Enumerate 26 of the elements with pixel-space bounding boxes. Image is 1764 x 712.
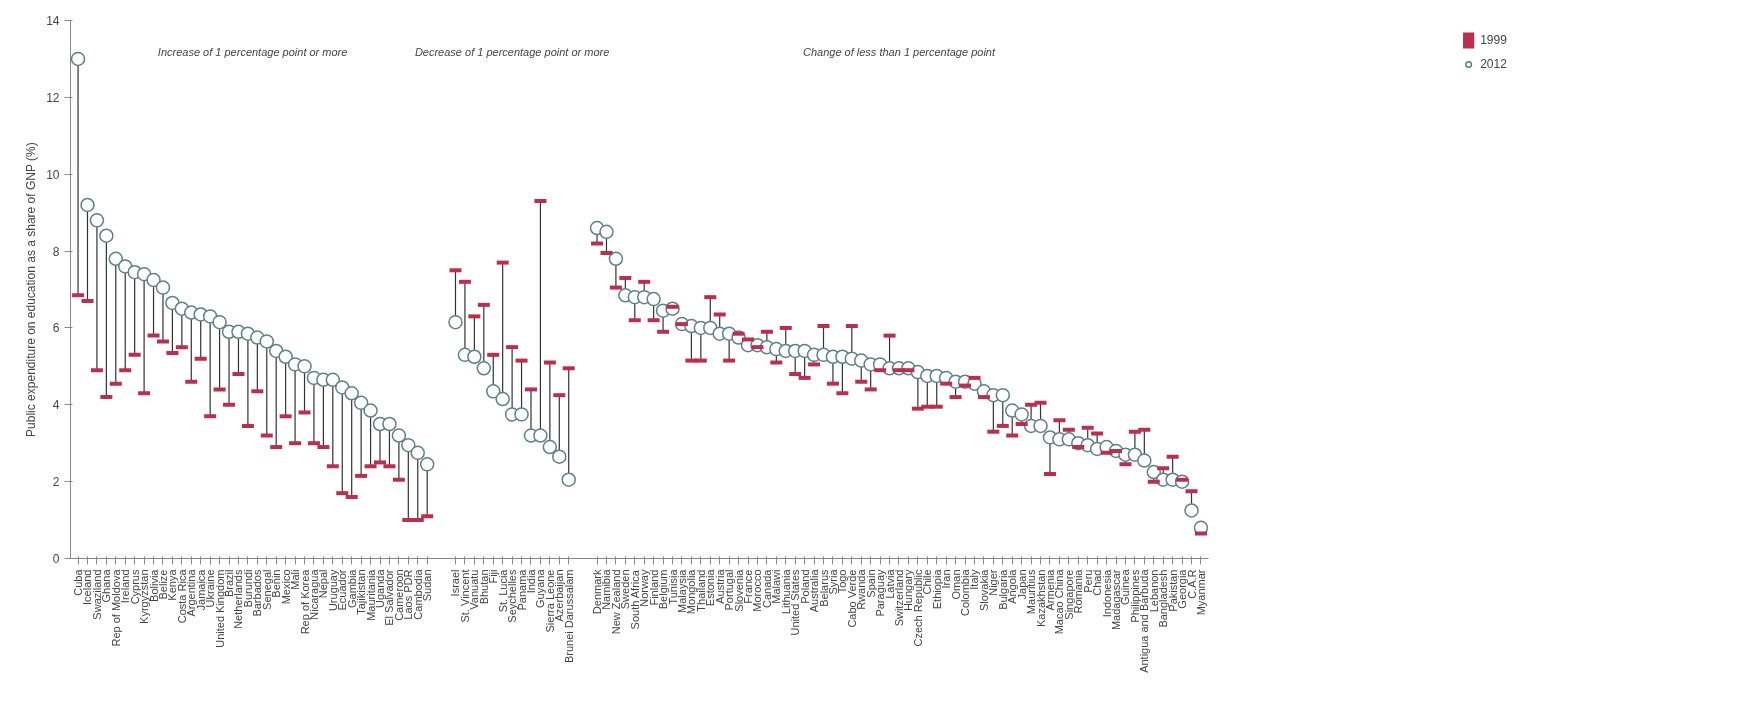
- y-tick-label: 4: [52, 398, 60, 413]
- legend-label: 2012: [1480, 57, 1507, 71]
- y-tick-label: 12: [46, 90, 60, 105]
- x-tick-label: Cameroon: [392, 569, 405, 621]
- y-tick-label: 8: [52, 244, 60, 259]
- y-tick-label: 0: [52, 552, 60, 566]
- x-tick-label: Gambia: [345, 568, 358, 609]
- annotation: Increase of 1 percentage point or more: [157, 46, 348, 59]
- y-tick-label: 10: [46, 167, 60, 182]
- x-tick-label: Peru: [1081, 569, 1094, 593]
- x-tick-label: Lebanon: [1147, 569, 1160, 613]
- x-tick-label: Oman: [949, 569, 962, 600]
- x-tick-label: Mexico: [279, 569, 292, 605]
- x-tick-label: Madagascar: [1110, 569, 1123, 631]
- legend-label: 1999: [1480, 33, 1507, 47]
- x-tick-label: Sudan: [421, 569, 434, 602]
- x-tick-label: Philippines: [1128, 569, 1141, 623]
- y-tick-label: 2: [52, 475, 60, 490]
- y-tick-label: 6: [52, 321, 60, 336]
- y-axis-title: Public expenditure on education as a share of GNP (%): [24, 142, 39, 437]
- annotation: Change of less than 1 percentage point: [802, 46, 996, 59]
- y-tick-label: 14: [46, 14, 60, 28]
- x-tick-label: Colombia: [959, 568, 972, 616]
- x-tick-label: Mali: [289, 569, 302, 590]
- annotation: Decrease of 1 percentage point or more: [414, 46, 610, 59]
- x-tick-label: Kazakhstan: [1034, 569, 1047, 627]
